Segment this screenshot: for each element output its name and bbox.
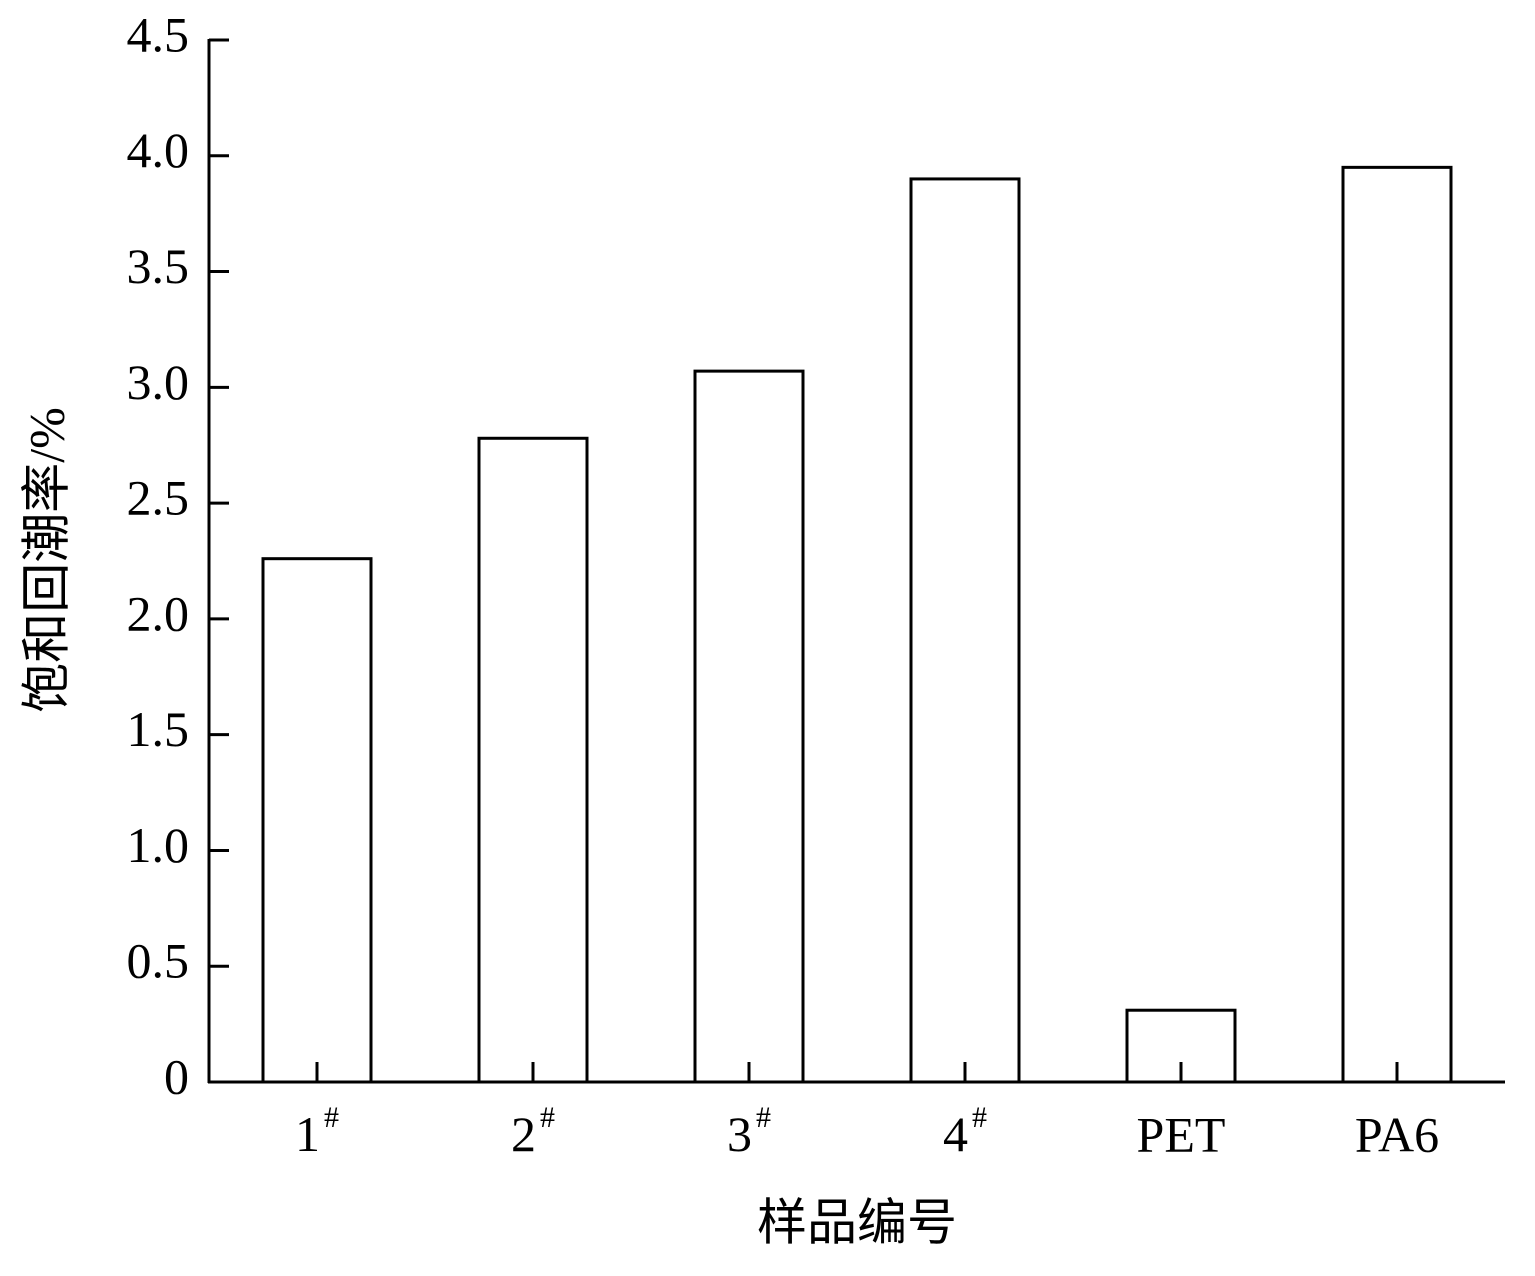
x-axis-label: 样品编号	[757, 1194, 957, 1250]
bar	[1341, 165, 1453, 1084]
y-tick-label: 2.0	[127, 585, 190, 641]
bar	[477, 436, 589, 1084]
y-tick-label: 1.0	[127, 817, 190, 873]
bar	[261, 557, 373, 1084]
y-tick-label: 1.5	[127, 701, 190, 757]
bar	[693, 369, 805, 1084]
y-axis-label: 饱和回潮率/%	[18, 407, 74, 713]
y-tick-label: 0.5	[127, 933, 190, 989]
x-tick-label: 4 #	[943, 1101, 987, 1163]
y-tick-label: 0	[164, 1048, 189, 1104]
y-tick-label: 4.5	[127, 6, 190, 62]
x-tick-label: 2 #	[511, 1101, 555, 1163]
y-tick-label: 2.5	[127, 470, 190, 526]
x-tick-label: PET	[1137, 1106, 1226, 1162]
y-tick-label: 3.5	[127, 238, 190, 294]
y-tick-label: 3.0	[127, 354, 190, 410]
x-tick-label: 3 #	[727, 1101, 771, 1163]
bar	[909, 177, 1021, 1084]
x-tick-label: PA6	[1355, 1106, 1439, 1162]
y-tick-label: 4.0	[127, 122, 190, 178]
x-tick-label: 1 #	[295, 1101, 339, 1163]
